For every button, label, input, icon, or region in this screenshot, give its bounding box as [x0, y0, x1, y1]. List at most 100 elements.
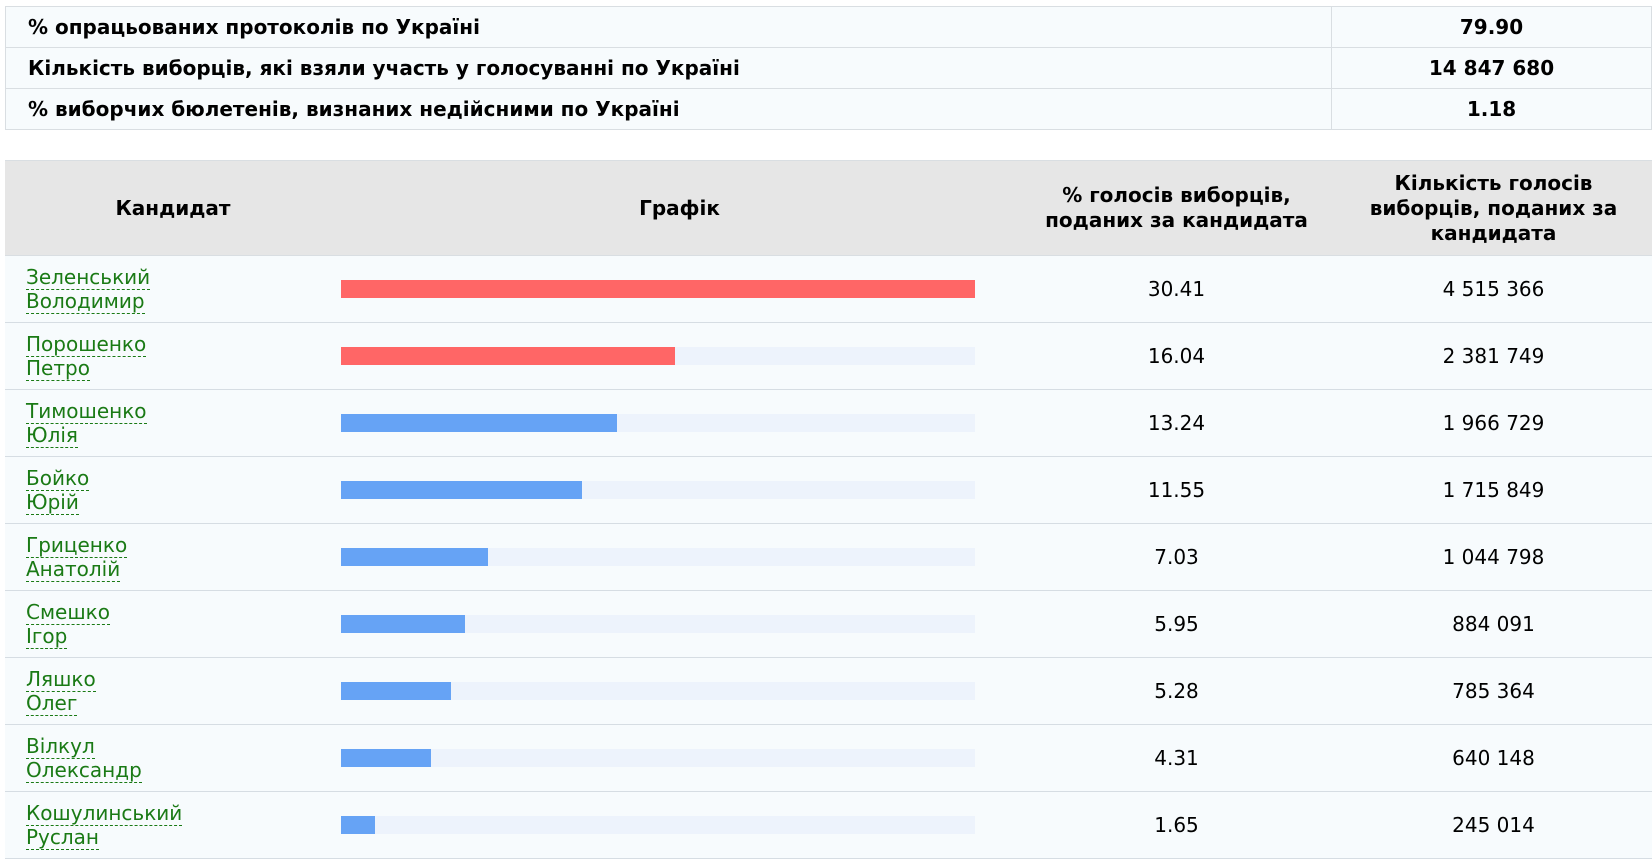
candidate-surname-link[interactable]: Кошулинський — [26, 801, 183, 826]
bar-fill — [341, 280, 975, 298]
candidate-name-link[interactable]: Юлія — [26, 423, 78, 448]
candidate-name-link[interactable]: Олександр — [26, 758, 142, 783]
bar-fill — [341, 749, 431, 767]
votes-cell: 2 381 749 — [1335, 322, 1652, 390]
header-votes-line: кандидата — [1430, 220, 1557, 245]
percent-cell: 7.03 — [1018, 523, 1335, 591]
candidate-surname-link[interactable]: Вілкул — [26, 734, 95, 759]
summary-value: 14 847 680 — [1331, 47, 1652, 89]
table-row: Порошенко Петро 16.04 2 381 749 — [5, 322, 1652, 390]
graph-cell — [341, 791, 1018, 859]
bar-fill — [341, 347, 675, 365]
graph-cell — [341, 523, 1018, 591]
summary-value: 1.18 — [1331, 88, 1652, 130]
candidate-cell: Зеленський Володимир — [5, 255, 341, 323]
header-percent-line: % голосів виборців, — [1062, 183, 1291, 207]
candidate-surname-link[interactable]: Бойко — [26, 466, 90, 491]
summary-label: % опрацьованих протоколів по Україні — [5, 6, 1332, 48]
table-row: Вілкул Олександр 4.31 640 148 — [5, 724, 1652, 792]
candidate-surname-link[interactable]: Порошенко — [26, 332, 147, 357]
percent-cell: 16.04 — [1018, 322, 1335, 390]
graph-cell — [341, 590, 1018, 658]
percent-cell: 13.24 — [1018, 389, 1335, 457]
summary-table: % опрацьованих протоколів по Україні 79.… — [5, 6, 1652, 130]
percent-cell: 1.65 — [1018, 791, 1335, 859]
table-row: Смешко Ігор 5.95 884 091 — [5, 590, 1652, 658]
percent-cell: 5.95 — [1018, 590, 1335, 658]
table-row: Гриценко Анатолій 7.03 1 044 798 — [5, 523, 1652, 591]
candidate-name-link[interactable]: Ігор — [26, 624, 68, 649]
candidate-surname-link[interactable]: Гриценко — [26, 533, 128, 558]
bar-track — [341, 749, 975, 767]
votes-cell: 4 515 366 — [1335, 255, 1652, 323]
summary-label: % виборчих бюлетенів, визнаних недійсним… — [5, 88, 1332, 130]
votes-cell: 785 364 — [1335, 657, 1652, 725]
graph-cell — [341, 456, 1018, 524]
bar-track — [341, 816, 975, 834]
candidate-name-link[interactable]: Анатолій — [26, 557, 121, 582]
table-row: Ляшко Олег 5.28 785 364 — [5, 657, 1652, 725]
bar-fill — [341, 414, 617, 432]
percent-cell: 30.41 — [1018, 255, 1335, 323]
bar-track — [341, 414, 975, 432]
bar-fill — [341, 615, 465, 633]
header-percent-line: поданих за кандидата — [1045, 208, 1308, 232]
bar-track — [341, 481, 975, 499]
header-graph: Графік — [341, 160, 1018, 256]
results-header-row: Кандидат Графік % голосів виборців, пода… — [5, 160, 1652, 256]
candidate-cell: Смешко Ігор — [5, 590, 341, 658]
candidate-cell: Гриценко Анатолій — [5, 523, 341, 591]
candidate-surname-link[interactable]: Зеленський — [26, 265, 151, 290]
graph-cell — [341, 322, 1018, 390]
candidate-name-link[interactable]: Руслан — [26, 825, 100, 850]
graph-cell — [341, 657, 1018, 725]
candidate-surname-link[interactable]: Тимошенко — [26, 399, 147, 424]
bar-fill — [341, 682, 451, 700]
candidate-cell: Порошенко Петро — [5, 322, 341, 390]
summary-row: Кількість виборців, які взяли участь у г… — [5, 47, 1652, 89]
table-row: Кошулинський Руслан 1.65 245 014 — [5, 791, 1652, 859]
table-row: Тимошенко Юлія 13.24 1 966 729 — [5, 389, 1652, 457]
graph-cell — [341, 255, 1018, 323]
summary-value: 79.90 — [1331, 6, 1652, 48]
votes-cell: 1 966 729 — [1335, 389, 1652, 457]
votes-cell: 1 044 798 — [1335, 523, 1652, 591]
candidate-surname-link[interactable]: Смешко — [26, 600, 110, 625]
graph-cell — [341, 724, 1018, 792]
results-body: Зеленський Володимир 30.41 4 515 366 Порошен… — [5, 255, 1652, 859]
candidate-cell: Кошулинський Руслан — [5, 791, 341, 859]
summary-row: % опрацьованих протоколів по Україні 79.… — [5, 6, 1652, 48]
candidate-name-link[interactable]: Петро — [26, 356, 90, 381]
candidate-cell: Тимошенко Юлія — [5, 389, 341, 457]
candidate-name-link[interactable]: Володимир — [26, 289, 145, 314]
candidate-cell: Бойко Юрій — [5, 456, 341, 524]
votes-cell: 1 715 849 — [1335, 456, 1652, 524]
graph-cell — [341, 389, 1018, 457]
table-row: Зеленський Володимир 30.41 4 515 366 — [5, 255, 1652, 323]
votes-cell: 640 148 — [1335, 724, 1652, 792]
percent-cell: 4.31 — [1018, 724, 1335, 792]
bar-fill — [341, 816, 375, 834]
header-votes: Кількість голосів виборців, поданих за к… — [1335, 160, 1652, 256]
candidate-name-link[interactable]: Юрій — [26, 490, 79, 515]
bar-track — [341, 347, 975, 365]
summary-row: % виборчих бюлетенів, визнаних недійсним… — [5, 88, 1652, 130]
candidate-name-link[interactable]: Олег — [26, 691, 78, 716]
percent-cell: 5.28 — [1018, 657, 1335, 725]
candidate-cell: Вілкул Олександр — [5, 724, 341, 792]
votes-cell: 245 014 — [1335, 791, 1652, 859]
bar-track — [341, 280, 975, 298]
candidate-cell: Ляшко Олег — [5, 657, 341, 725]
votes-cell: 884 091 — [1335, 590, 1652, 658]
bar-track — [341, 615, 975, 633]
percent-cell: 11.55 — [1018, 456, 1335, 524]
bar-track — [341, 548, 975, 566]
header-votes-line: Кількість голосів — [1394, 170, 1593, 195]
candidate-surname-link[interactable]: Ляшко — [26, 667, 96, 692]
results-table: Кандидат Графік % голосів виборців, пода… — [5, 160, 1652, 859]
bar-track — [341, 682, 975, 700]
bar-fill — [341, 481, 582, 499]
header-candidate: Кандидат — [5, 160, 341, 256]
bar-fill — [341, 548, 488, 566]
header-percent: % голосів виборців, поданих за кандидата — [1018, 160, 1335, 256]
